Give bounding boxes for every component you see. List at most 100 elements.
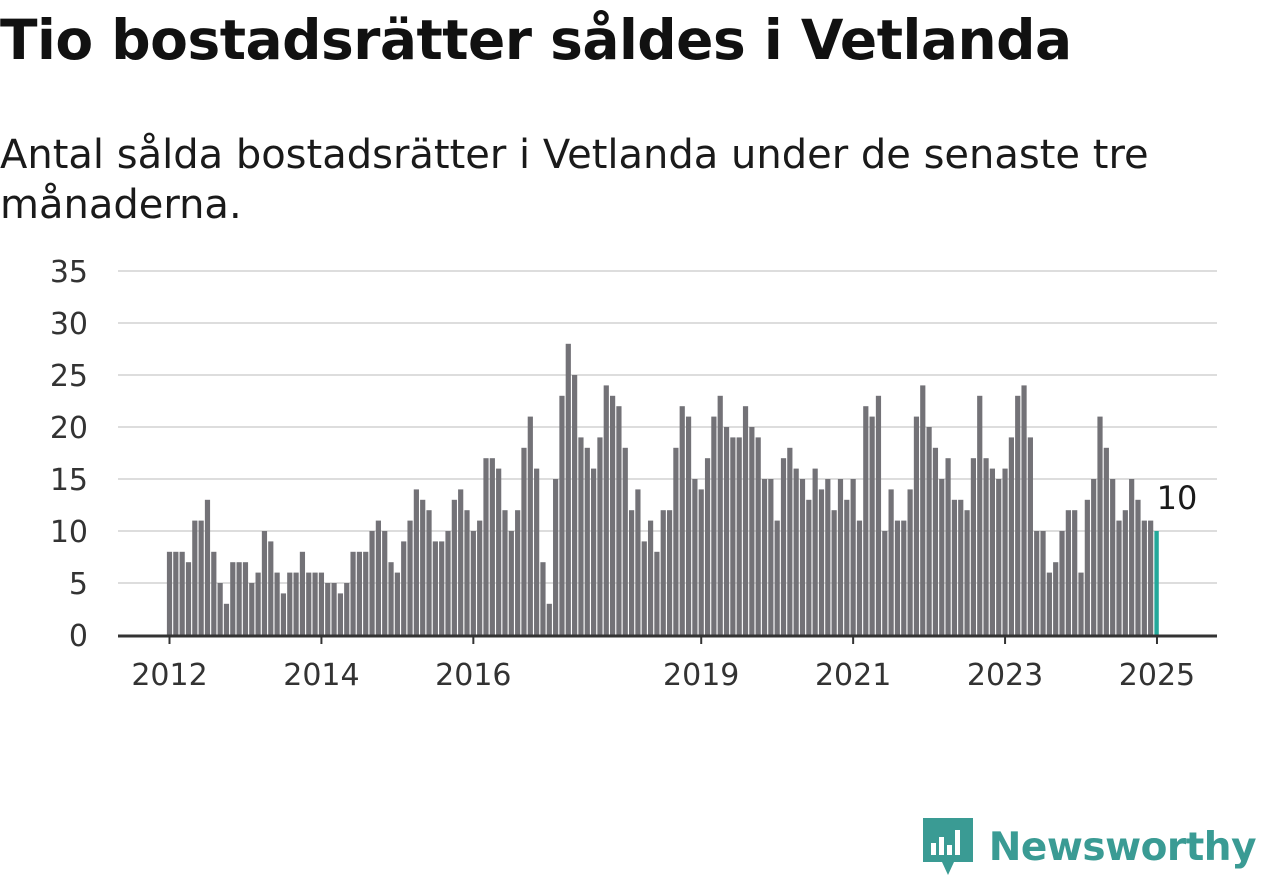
bar <box>293 572 299 635</box>
annotation-label: 10 <box>1157 479 1198 517</box>
bar <box>407 520 413 635</box>
bar <box>255 572 261 635</box>
bar <box>1002 468 1008 635</box>
bar <box>894 520 901 635</box>
bar <box>458 489 464 635</box>
bar <box>723 427 730 635</box>
bar <box>685 416 692 635</box>
x-axis-ticks: 2012 2014 2016 2019 2021 2023 2025 <box>131 637 1195 693</box>
bar <box>932 447 939 635</box>
bar <box>1091 479 1097 635</box>
bar <box>806 499 812 635</box>
bar <box>628 510 635 635</box>
brand-footer: Newsworthy <box>922 818 1257 876</box>
bar <box>603 385 609 635</box>
bar <box>464 510 470 635</box>
bar <box>274 572 280 635</box>
bar <box>1116 520 1122 635</box>
bar <box>749 427 755 635</box>
bar <box>451 499 457 635</box>
x-tick-label: 2012 <box>131 658 207 693</box>
bar <box>445 531 451 635</box>
y-tick-label: 0 <box>69 619 88 654</box>
bar <box>964 510 970 635</box>
bar <box>920 385 926 635</box>
bar <box>780 458 787 635</box>
bar <box>863 406 869 635</box>
bar <box>1084 499 1090 635</box>
bar-latest <box>1154 531 1159 635</box>
bar <box>439 541 445 635</box>
bar <box>1135 499 1141 635</box>
bar <box>280 593 287 635</box>
bar <box>1148 520 1154 635</box>
bar <box>166 551 173 635</box>
bar <box>287 572 293 635</box>
bar <box>875 395 882 635</box>
bar <box>502 510 508 635</box>
bar <box>230 562 236 635</box>
bar <box>673 447 679 635</box>
bar <box>1040 531 1046 635</box>
x-tick-label: 2023 <box>967 658 1043 693</box>
bar <box>268 541 274 635</box>
bar <box>983 458 989 635</box>
y-tick-label: 20 <box>50 411 88 446</box>
bar <box>831 510 837 635</box>
bar <box>679 406 685 635</box>
bar <box>179 551 185 635</box>
x-tick-label: 2025 <box>1119 658 1195 693</box>
bar <box>856 520 863 635</box>
bar <box>565 343 571 635</box>
bar <box>578 437 584 635</box>
bar <box>318 572 325 635</box>
bar <box>223 603 230 635</box>
y-tick-label: 10 <box>50 515 88 550</box>
bar <box>388 562 394 635</box>
bar <box>508 531 514 635</box>
bar <box>1015 395 1021 635</box>
bar <box>401 541 407 635</box>
bar <box>717 395 723 635</box>
bar <box>559 395 565 635</box>
bar <box>394 572 400 635</box>
bar <box>977 395 983 635</box>
bar <box>958 499 964 635</box>
bar <box>730 437 736 635</box>
bar <box>413 489 419 635</box>
bar <box>299 551 306 635</box>
bar <box>799 479 806 635</box>
bar <box>426 510 432 635</box>
bar <box>173 551 179 635</box>
y-axis-ticks: 0 5 10 15 20 25 30 35 <box>50 255 88 654</box>
bar <box>363 551 369 635</box>
bar <box>1046 572 1052 635</box>
chart-subtitle: Antal sålda bostadsrätter i Vetlanda und… <box>0 132 1149 228</box>
bar <box>198 520 204 635</box>
x-tick-label: 2016 <box>435 658 511 693</box>
bar <box>888 489 894 635</box>
bar <box>996 479 1002 635</box>
bar <box>527 416 533 635</box>
bar <box>951 499 958 635</box>
bar <box>242 562 249 635</box>
bar <box>477 520 483 635</box>
bar <box>306 572 312 635</box>
chart-title: Tio bostadsrätter såldes i Vetlanda <box>0 8 1072 72</box>
bar <box>369 531 375 635</box>
bar <box>970 458 977 635</box>
bar <box>736 437 742 635</box>
bar <box>1129 479 1135 635</box>
bar <box>692 479 698 635</box>
bar <box>755 437 761 635</box>
bar <box>1053 562 1059 635</box>
bar <box>901 520 907 635</box>
bar <box>432 541 438 635</box>
brand-name: Newsworthy <box>988 824 1257 870</box>
bar <box>572 375 578 635</box>
bar <box>989 468 995 635</box>
bar <box>704 458 711 635</box>
newsworthy-logo-icon <box>922 818 973 875</box>
bars <box>166 343 1159 635</box>
